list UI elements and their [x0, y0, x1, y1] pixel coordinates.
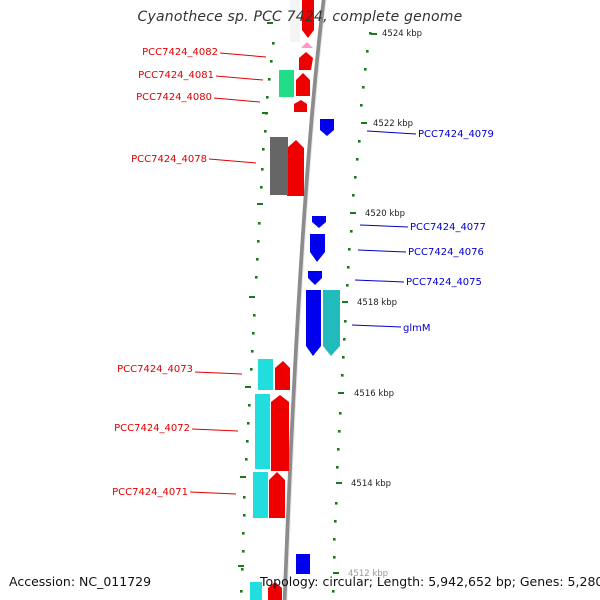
cds-red-small: [294, 100, 307, 112]
major-ticks: [238, 22, 377, 574]
genome-summary: Topology: circular; Length: 5,942,652 bp…: [260, 574, 600, 589]
kbp-label-4516: 4516 kbp: [354, 389, 394, 399]
cog-gray-4078: [270, 137, 288, 195]
forward-cds-track: [268, 0, 314, 600]
kbp-labels: 4524 kbp 4522 kbp 4520 kbp 4518 kbp 4516…: [348, 29, 422, 579]
forward-gene-labels: PCC7424_4082 PCC7424_4081 PCC7424_4080 P…: [112, 47, 267, 498]
gene-label-4073: PCC7424_4073: [117, 364, 193, 375]
cds-blue-bottom: [296, 554, 310, 574]
cds-blue-glmM: [306, 290, 321, 356]
cds-red-4073: [275, 361, 290, 390]
gene-label-4081: PCC7424_4081: [138, 70, 214, 81]
cds-blue-4076: [310, 234, 325, 262]
kbp-label-4522: 4522 kbp: [373, 119, 413, 129]
cds-blue-4079: [320, 119, 334, 136]
cds-red-4082: [302, 0, 314, 38]
cds-pink-small: [301, 42, 313, 48]
gene-label-4072: PCC7424_4072: [114, 423, 190, 434]
cog-cyan-4071: [253, 472, 268, 518]
kbp-label-4512: 4512 kbp: [348, 569, 388, 579]
gene-label-4082: PCC7424_4082: [142, 47, 218, 58]
kbp-label-4520: 4520 kbp: [365, 209, 405, 219]
cog-white-top: [290, 0, 300, 42]
genome-backbone-highlight: [286, 0, 327, 600]
gene-label-4071: PCC7424_4071: [112, 487, 188, 498]
reverse-gene-labels: PCC7424_4079 PCC7424_4077 PCC7424_4076 P…: [351, 129, 494, 334]
gene-label-4077: PCC7424_4077: [410, 222, 486, 233]
cog-cyan-bottom: [250, 582, 262, 600]
gene-label-4080: PCC7424_4080: [136, 92, 212, 103]
accession-label: Accession: NC_011729: [9, 574, 152, 589]
cds-blue-4075: [308, 271, 322, 285]
gene-label-glmM: glmM: [403, 323, 431, 334]
map-title: Cyanothece sp. PCC 7424, complete genome: [137, 9, 463, 25]
cog-forward-track: [250, 0, 300, 600]
kbp-label-4518: 4518 kbp: [357, 298, 397, 308]
cog-cyan-4073: [258, 359, 273, 390]
cds-blue-4077: [312, 216, 326, 228]
cog-teal-glmM: [323, 290, 340, 356]
gene-label-4078: PCC7424_4078: [131, 154, 207, 165]
cds-red-4071: [269, 472, 285, 518]
cds-red-4078: [287, 140, 304, 196]
gene-label-4079: PCC7424_4079: [418, 129, 494, 140]
gene-label-4075: PCC7424_4075: [406, 277, 482, 288]
kbp-label-4514: 4514 kbp: [351, 479, 391, 489]
kbp-label-4524: 4524 kbp: [382, 29, 422, 39]
cds-red-4080: [296, 73, 310, 96]
cds-red-bottom: [268, 582, 282, 600]
tick-marks: [240, 4, 372, 593]
cog-reverse-track: [323, 290, 340, 356]
genome-backbone: [282, 0, 327, 600]
cog-cyan-4072: [255, 394, 270, 469]
reverse-cds-track: [296, 119, 334, 574]
gene-label-4076: PCC7424_4076: [408, 247, 484, 258]
cds-red-4081: [299, 52, 313, 70]
cds-red-4072: [271, 395, 289, 471]
cog-green-4081: [279, 70, 294, 97]
